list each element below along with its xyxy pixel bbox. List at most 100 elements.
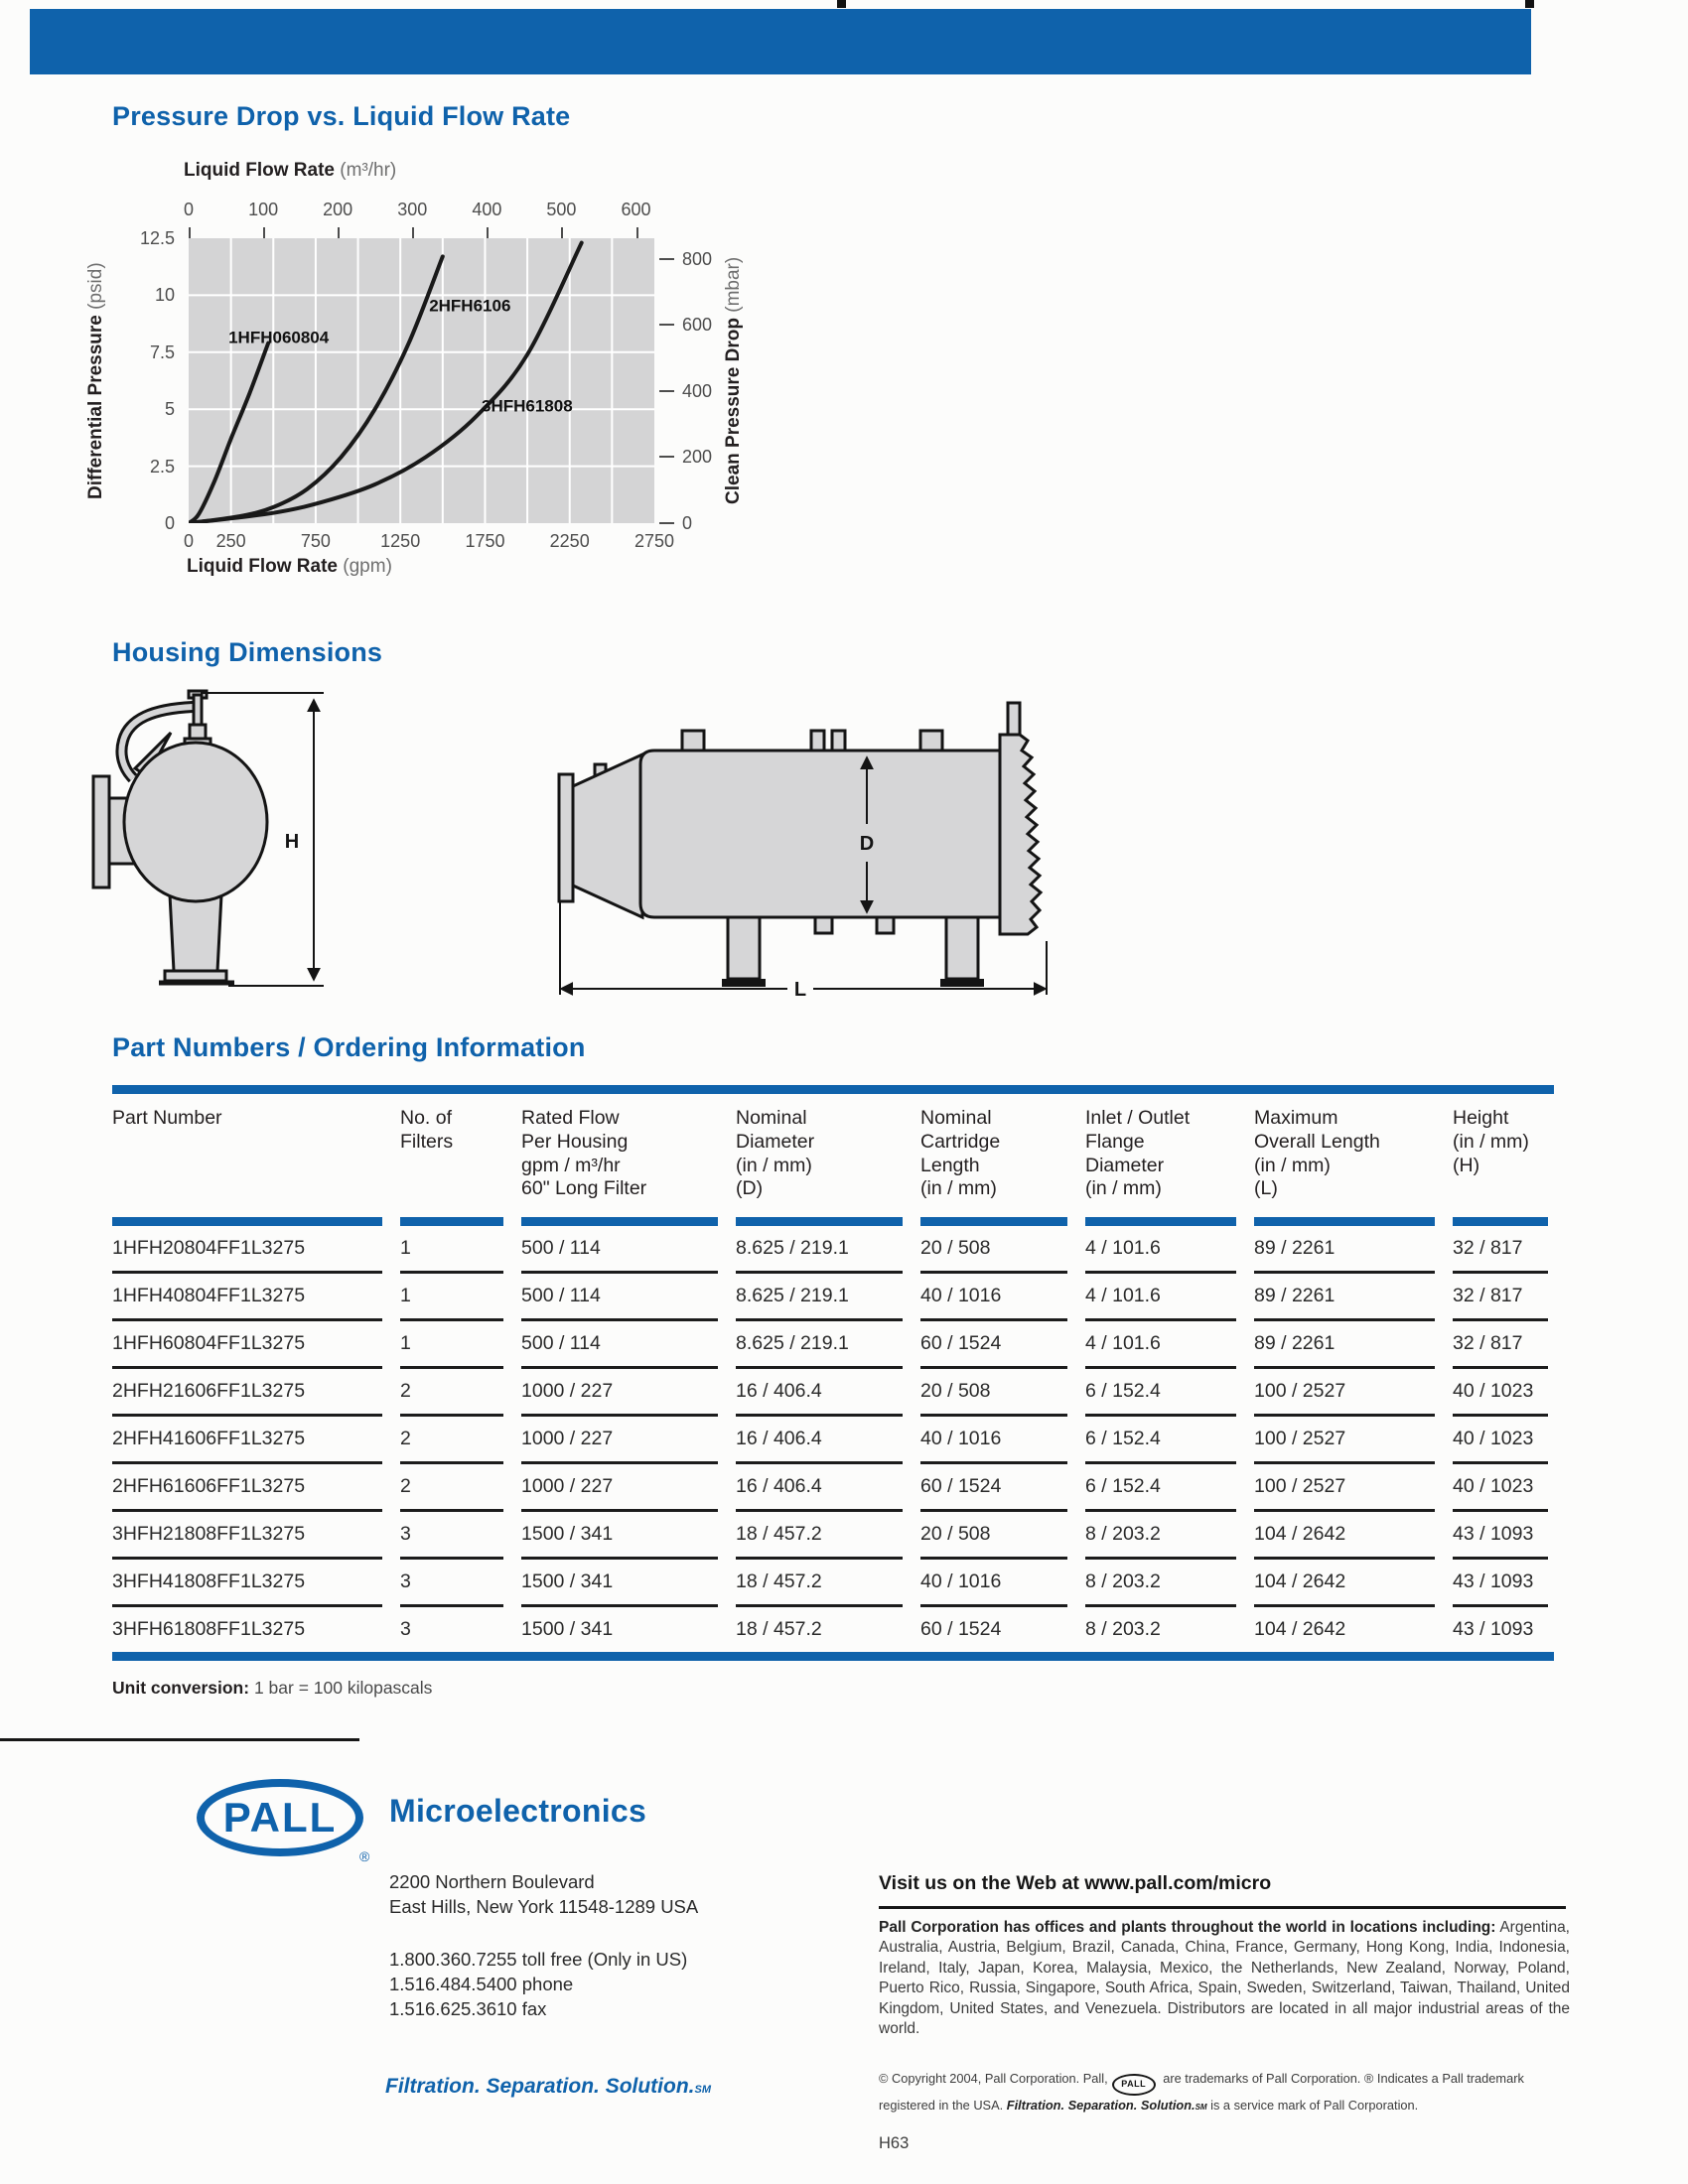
vessel-body (638, 749, 1006, 919)
table-header-cell: Height (in / mm) (H) (1453, 1094, 1548, 1227)
table-header-cell: Rated Flow Per Housing gpm / m³/hr 60" L… (521, 1094, 718, 1227)
table-cell: 3 (400, 1512, 503, 1561)
right-axis-tickmark (659, 389, 674, 392)
table-cell: 18 / 457.2 (736, 1618, 822, 1641)
table-cell: 60 / 1524 (920, 1321, 1067, 1370)
parts-section-title: Part Numbers / Ordering Information (112, 1032, 586, 1062)
table-cell: 89 / 2261 (1254, 1274, 1435, 1322)
top-axis-tick: 100 (248, 200, 279, 219)
curve-3HFH61808 (189, 240, 584, 523)
copyright-part3: is a service mark of Pall Corporation. (1206, 2097, 1419, 2113)
vessel-leg-1 (726, 915, 762, 981)
table-cell: 1 (400, 1226, 503, 1275)
bottom-axis-unit: (gpm) (343, 556, 392, 577)
table-cell: 4 / 101.6 (1085, 1226, 1236, 1275)
unit-conversion-label: Unit conversion: (112, 1678, 250, 1698)
table-cell: 1500 / 341 (521, 1560, 718, 1608)
copyright-part2: are trademarks of Pall Corporation. ® In… (879, 2071, 1524, 2113)
table-header-cell: Inlet / Outlet Flange Diameter (in / mm) (1085, 1094, 1236, 1227)
table-cell: 40 / 1023 (1453, 1417, 1548, 1465)
table-cell: 500 / 114 (521, 1321, 718, 1370)
table-cell: 3HFH21808FF1L3275 (112, 1512, 382, 1561)
address-line: 2200 Northern Boulevard (389, 1871, 595, 1892)
table-cell: 43 / 1093 (1453, 1512, 1548, 1561)
table-cell: 40 / 1016 (920, 1274, 1067, 1322)
top-axis-tick: 500 (546, 200, 577, 219)
table-cell: 43 / 1093 (1453, 1560, 1548, 1608)
right-axis-ticks: 800 600 400 200 0 (682, 238, 742, 533)
table-cell: 1000 / 227 (521, 1369, 718, 1418)
series-label: 2HFH6106 (429, 297, 510, 316)
bottom-axis-tick: 250 (215, 531, 246, 551)
bottom-axis-title: Liquid Flow Rate (gpm) (187, 556, 392, 578)
table-cell: 32 / 817 (1453, 1274, 1548, 1322)
left-axis-title: Differential Pressure (psid) (83, 238, 109, 523)
left-axis-tick: 2.5 (149, 456, 175, 477)
l-dimension-label: L (794, 979, 806, 1001)
pressure-drop-chart: 1HFH060804 2HFH6106 3HFH61808 (189, 238, 654, 523)
right-axis-tick: 400 (682, 380, 713, 401)
table-cell: 6 / 152.4 (1085, 1417, 1236, 1465)
right-axis-tick: 600 (682, 315, 713, 336)
table-cell: 8 / 203.2 (1085, 1512, 1236, 1561)
website-rule (879, 1906, 1566, 1909)
left-axis-tick: 0 (164, 513, 175, 533)
table-cell: 500 / 114 (521, 1274, 718, 1322)
series-label: 3HFH61808 (482, 397, 573, 416)
top-axis-tickmark (263, 227, 266, 238)
copyright-tagline: Filtration. Separation. Solution.SM (1006, 2097, 1207, 2113)
bottom-axis-tick: 0 (183, 531, 195, 551)
pall-logo-text: PALL (222, 1794, 338, 1841)
table-cell: 1HFH20804FF1L3275 (112, 1226, 382, 1275)
vessel-foot-2 (940, 979, 984, 987)
phone-fax: 1.516.625.3610 fax (389, 1997, 547, 2019)
table-cell: 104 / 2642 (1254, 1512, 1435, 1561)
table-cell: 18 / 457.2 (736, 1512, 903, 1561)
table-cell: 100 / 2527 (1254, 1369, 1435, 1418)
top-axis-tick: 300 (397, 200, 428, 219)
top-axis-tickmark (189, 227, 191, 238)
offices-body: Argentina, Australia, Austria, Belgium, … (879, 1919, 1570, 2038)
housing-inlet-flange (91, 774, 111, 889)
table-cell: 20 / 508 (920, 1369, 1067, 1418)
top-axis-tick: 0 (183, 200, 195, 219)
unit-conversion-note: Unit conversion: 1 bar = 100 kilopascals (112, 1678, 432, 1699)
vessel-inlet-cone (571, 751, 644, 920)
left-axis-title-text: Differential Pressure (85, 314, 106, 499)
left-axis-tick: 5 (164, 399, 175, 420)
table-header-cell: Part Number (112, 1094, 382, 1227)
table-cell: 1000 / 227 (521, 1464, 718, 1513)
table-cell: 8 / 203.2 (1085, 1618, 1161, 1641)
right-axis-tickmarks (659, 238, 677, 525)
top-axis-tick: 600 (621, 200, 651, 219)
copyright-part1: © Copyright 2004, Pall Corporation. Pall… (879, 2071, 1108, 2086)
table-header-cell: Nominal Cartridge Length (in / mm) (920, 1094, 1067, 1227)
pall-logo-small: PALL (1111, 2073, 1156, 2096)
footer-divider (0, 1738, 359, 1741)
d-dimension-label: D (860, 833, 874, 855)
table-cell: 16 / 406.4 (736, 1464, 903, 1513)
right-axis-title-text: Clean Pressure Drop (723, 318, 744, 505)
copyright-paragraph: © Copyright 2004, Pall Corporation. Pall… (879, 2069, 1580, 2115)
table-header-cell: No. of Filters (400, 1094, 503, 1227)
vessel-leg-2 (944, 915, 980, 981)
bottom-axis-tick: 1750 (465, 531, 505, 551)
table-cell: 16 / 406.4 (736, 1417, 903, 1465)
left-axis-tick: 7.5 (149, 341, 175, 362)
left-axis-tick: 12.5 (139, 228, 175, 248)
table-cell: 1 (400, 1274, 503, 1322)
table-cell: 2HFH21606FF1L3275 (112, 1369, 382, 1418)
vessel-drain-1 (813, 915, 834, 935)
table-cell: 89 / 2261 (1254, 1321, 1435, 1370)
table-cell: 2HFH61606FF1L3275 (112, 1464, 382, 1513)
table-cell: 6 / 152.4 (1085, 1464, 1236, 1513)
table-cell: 8 / 203.2 (1085, 1560, 1236, 1608)
page-number: H63 (879, 2134, 910, 2152)
bottom-axis-ticks: 0 250 750 1250 1750 2250 2750 (184, 529, 674, 553)
right-axis-unit: (mbar) (723, 256, 744, 313)
table-cell: 2 (400, 1369, 503, 1418)
table-cell: 2HFH41606FF1L3275 (112, 1417, 382, 1465)
top-axis-ticks: 0 100 200 300 400 500 600 (184, 200, 654, 238)
website-link[interactable]: Visit us on the Web at www.pall.com/micr… (879, 1872, 1272, 1894)
